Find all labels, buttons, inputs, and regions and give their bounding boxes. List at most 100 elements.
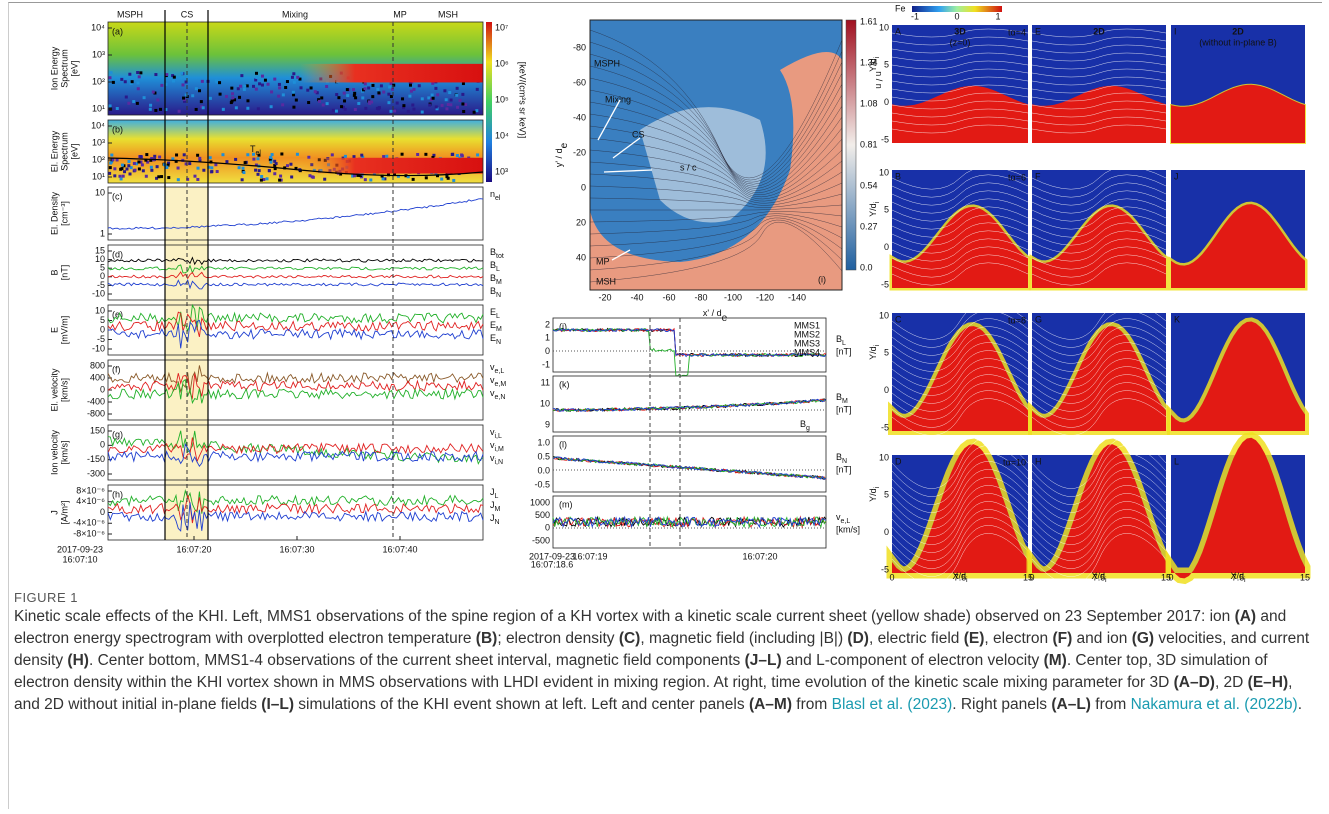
field-line [1031,334,1167,372]
field-line [891,350,1029,388]
field-line [1031,68,1167,78]
field-line [1031,382,1167,420]
field-line [1031,214,1167,238]
spectrogram-pixel [184,80,188,84]
caption-plain: Kinetic scale effects of the KHI. Left, … [14,608,1235,625]
panel-letter: K [1174,314,1180,324]
field-line [891,52,1029,62]
spectrogram-pixel [280,152,284,156]
annotation: Mixing [605,94,631,104]
caption-link[interactable]: Nakamura et al. (2022b) [1130,696,1298,713]
field-line [1031,493,1167,545]
sim-dense-region [1032,206,1166,288]
panel-frame [552,375,827,433]
column-title: 2D [1232,26,1244,36]
spectrogram-pixel [342,91,346,95]
spectrogram-pixel [431,81,435,85]
colorbar-tick-label: 0.27 [860,221,878,231]
spectrogram-pixel [325,84,329,88]
trace [552,327,827,358]
sim-dense-region [1032,85,1166,143]
legend-entry-sub: e,M [495,381,507,388]
x-axis-label: X/di [1091,571,1107,583]
spectrogram-pixel [292,80,296,84]
spectrogram-pixel [243,84,247,88]
spectrogram-pixel [408,83,412,87]
spectrogram-pixel [396,174,400,178]
y-axis-label: BN [836,452,847,464]
legend-entry: BN [490,286,501,298]
legend-entry: ve,N [490,388,505,400]
field-line [1031,326,1167,364]
spectrogram-pixel [127,160,131,164]
y-tick-label: -8×10⁻⁶ [73,528,105,538]
spectrogram-pixel [445,107,449,111]
caption-plain: from [792,696,832,713]
caption-plain: and electron energy spectrogram with ove… [14,608,1287,647]
field-line [891,174,1029,198]
legend-entry-sub: M [496,326,502,333]
spectrogram-pixel [360,153,364,157]
y-axis-label-base: B [836,452,842,462]
field-line [1031,246,1167,270]
field-line [891,437,1029,489]
contour [590,193,842,208]
caption-link[interactable]: Blasl et al. (2023) [831,696,953,713]
y-axis-label: y' / de [554,142,569,167]
colorbar [912,6,1002,12]
caption-plain: , electric field [868,630,964,647]
spectrogram-pixel [242,171,246,175]
field-line [1031,182,1167,206]
x-axis-label: X/di [1230,571,1246,583]
field-line [891,374,1029,412]
legend-entry: MMS4 [794,347,820,357]
y-axis-label: Y/di [868,201,880,217]
field-line [891,533,1029,585]
field-line [891,366,1029,404]
x-tick-label: -60 [662,292,675,302]
spectrogram-pixel [443,89,447,93]
spectrogram-pixel [406,109,410,113]
spectrogram-pixel [256,107,260,111]
legend-entry: vi,N [490,453,503,465]
caption-bold: (M) [1043,652,1067,669]
time-label: tα=6 [1008,172,1026,182]
spectrogram-pixel [273,77,277,81]
field-line [891,76,1029,86]
y-tick-label: -5 [881,134,889,144]
x-axis-label: X/di [952,571,968,583]
field-line [891,358,1029,396]
spectrogram-pixel [179,76,183,80]
x-axis-label-sub: i [966,577,968,584]
spectrogram-pixel [298,77,302,81]
spectrogram-pixel [254,78,258,82]
spectrogram-pixel [452,178,456,182]
spectrogram-pixel [193,174,197,178]
y-tick-label: 10² [92,154,105,164]
sim-dense-region [892,326,1028,431]
legend-entry-base: E [490,320,496,330]
panel-label: (j) [559,321,567,331]
colorbar [486,22,492,182]
y-tick-label: 10 [95,305,105,315]
spectrogram-pixel [108,166,112,170]
spectrogram-pixel [136,71,140,75]
temperature-line [107,157,484,177]
y-axis-label-sub: i [874,56,881,58]
panel-label: (b) [112,124,123,134]
spectrogram-pixel [352,93,356,97]
y-tick-label: 10⁴ [91,22,105,32]
spectrogram-pixel [210,166,214,170]
spectrogram-pixel [194,87,198,91]
spectrogram-pixel [120,163,124,167]
spectrogram-pixel [207,165,211,169]
spectrogram-pixel [266,82,270,86]
spectrogram-pixel [369,178,373,182]
panel-label: (i) [818,274,826,284]
spectrogram-pixel [196,166,200,170]
spectrogram-pixel [368,101,372,105]
field-line [891,60,1029,70]
panel-frame [107,304,484,356]
field-line [891,485,1029,537]
spectrogram-hot [300,63,483,83]
